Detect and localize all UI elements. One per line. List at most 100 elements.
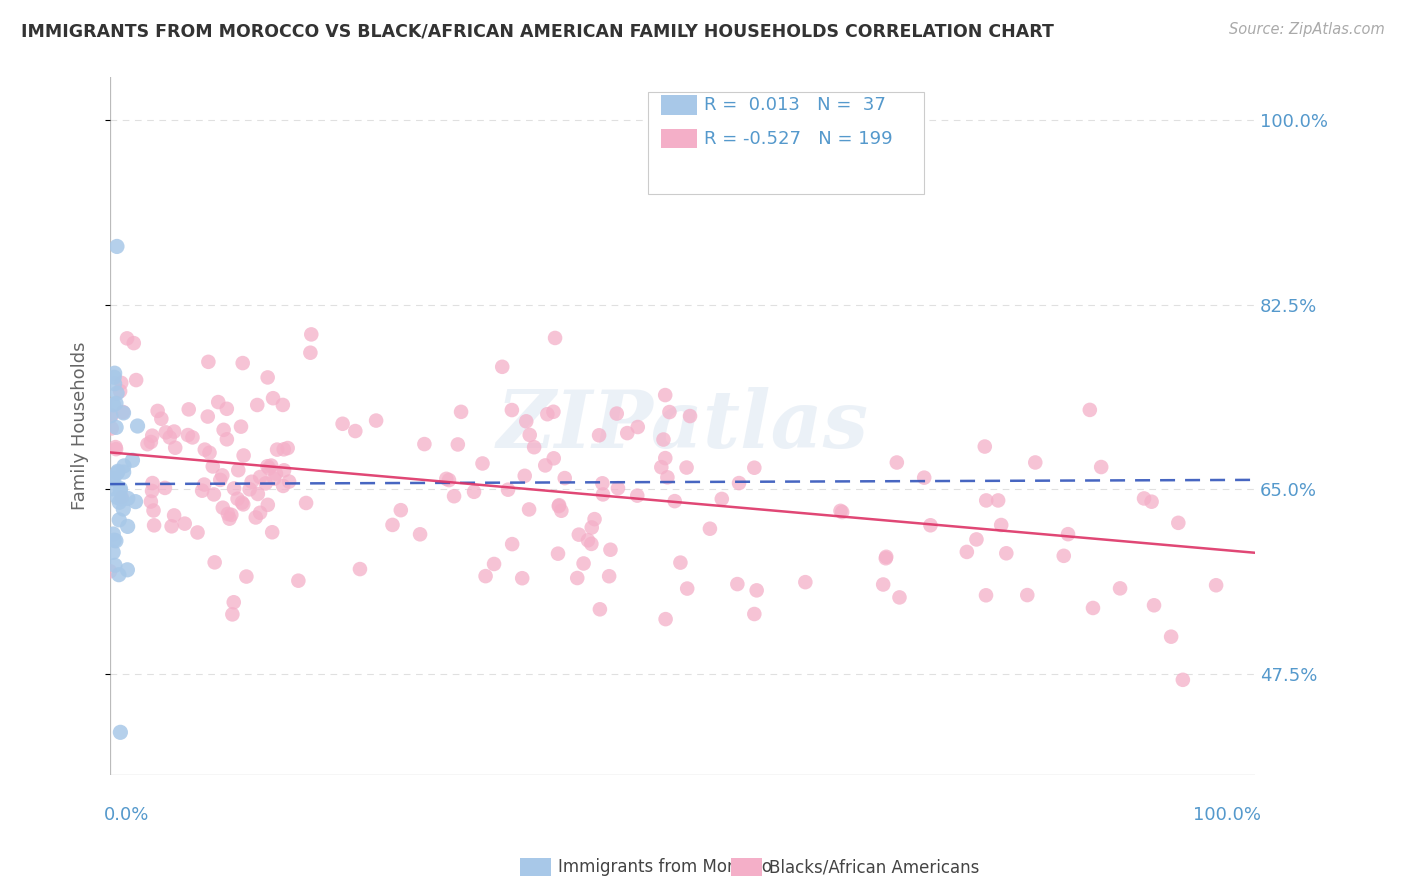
Point — [745, 583, 768, 598]
Point — [111, 490, 134, 504]
Point — [263, 472, 285, 486]
Point — [103, 472, 125, 486]
Point — [186, 525, 208, 540]
Point — [141, 483, 163, 498]
Point — [1078, 403, 1101, 417]
Point — [1140, 494, 1163, 508]
Point — [107, 464, 129, 478]
Point — [141, 428, 163, 442]
Point — [513, 468, 536, 483]
Point — [889, 591, 911, 605]
Point — [1053, 549, 1076, 563]
Point — [658, 405, 681, 419]
Point — [103, 533, 125, 548]
Point — [491, 359, 513, 374]
Point — [699, 522, 721, 536]
Point — [221, 508, 243, 522]
Point — [104, 396, 127, 410]
Point — [121, 453, 143, 467]
Point — [110, 483, 132, 498]
Point — [212, 423, 235, 437]
Point — [222, 595, 245, 609]
Point — [544, 331, 567, 345]
Point — [104, 376, 127, 391]
Point — [108, 567, 131, 582]
Point — [100, 421, 122, 435]
Point — [547, 499, 569, 513]
Point — [956, 545, 979, 559]
Point — [409, 527, 432, 541]
Point — [543, 405, 565, 419]
Point — [163, 425, 186, 439]
Point — [831, 505, 853, 519]
Point — [1090, 460, 1112, 475]
Point — [117, 563, 139, 577]
Point — [591, 476, 613, 491]
Point — [112, 465, 135, 479]
Point — [254, 476, 277, 491]
Point — [299, 327, 322, 342]
Point — [474, 569, 496, 583]
Point — [627, 420, 650, 434]
Point — [349, 562, 371, 576]
Point — [920, 518, 942, 533]
Point — [974, 588, 997, 602]
Point — [221, 607, 243, 622]
Point — [226, 491, 249, 506]
Point — [501, 403, 523, 417]
Point — [987, 493, 1010, 508]
Text: Source: ZipAtlas.com: Source: ZipAtlas.com — [1229, 22, 1385, 37]
Point — [519, 428, 541, 442]
Point — [249, 470, 271, 484]
Point — [163, 508, 186, 523]
Point — [875, 549, 897, 564]
Point — [202, 487, 225, 501]
Y-axis label: Family Households: Family Households — [72, 342, 89, 510]
Point — [463, 484, 485, 499]
Point — [995, 546, 1018, 560]
Point — [262, 525, 284, 540]
Point — [262, 391, 284, 405]
Point — [550, 504, 572, 518]
Point — [725, 577, 748, 591]
Point — [744, 460, 766, 475]
Point — [598, 569, 620, 583]
Point — [581, 520, 603, 534]
Point — [676, 582, 699, 596]
Point — [173, 516, 195, 531]
Point — [534, 458, 557, 473]
Point — [576, 533, 599, 548]
Point — [215, 401, 238, 416]
Point — [536, 407, 558, 421]
Point — [110, 482, 132, 496]
Point — [264, 467, 287, 481]
Point — [543, 451, 565, 466]
Point — [260, 458, 283, 473]
Point — [197, 355, 219, 369]
Point — [547, 547, 569, 561]
Point — [679, 409, 702, 423]
Text: 100.0%: 100.0% — [1192, 806, 1261, 824]
Point — [872, 577, 894, 591]
Point — [155, 425, 177, 440]
Point — [710, 491, 733, 506]
Point — [108, 513, 131, 527]
Point — [554, 471, 576, 485]
Point — [990, 518, 1012, 533]
Point — [139, 494, 162, 508]
Point — [1081, 601, 1104, 615]
Point — [204, 555, 226, 569]
Point — [510, 571, 533, 585]
Point — [973, 440, 995, 454]
Point — [110, 376, 132, 390]
Point — [160, 519, 183, 533]
Point — [110, 491, 132, 506]
Point — [886, 455, 908, 469]
Point — [654, 451, 676, 466]
Point — [1057, 527, 1080, 541]
Point — [105, 466, 128, 480]
Point — [177, 402, 200, 417]
Point — [100, 409, 122, 423]
Point — [675, 460, 697, 475]
Point — [107, 491, 129, 505]
